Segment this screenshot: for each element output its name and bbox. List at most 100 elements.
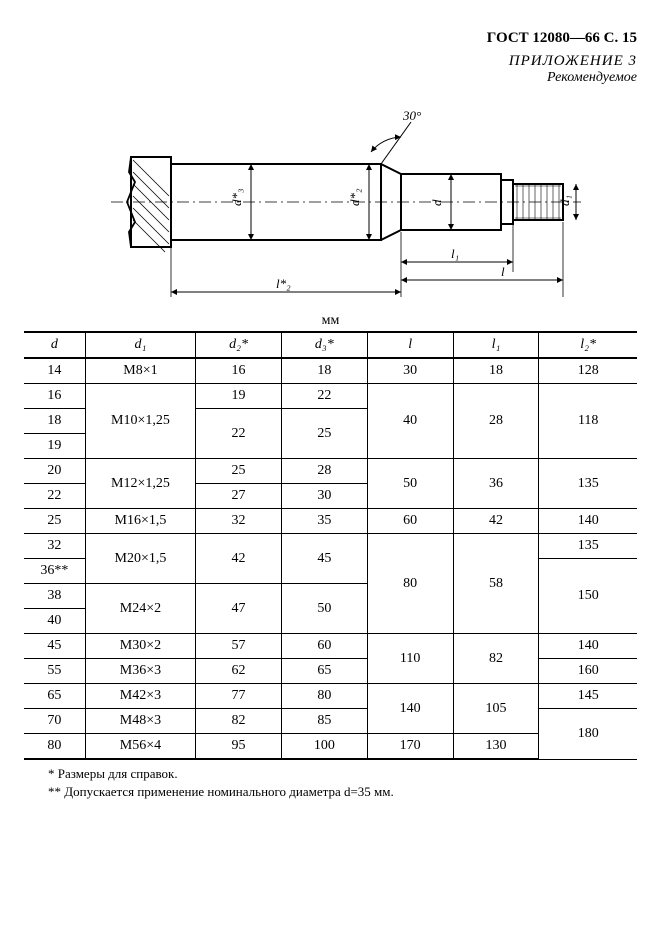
cell: 80 bbox=[281, 684, 367, 709]
cell: 35 bbox=[281, 509, 367, 534]
cell: М30×2 bbox=[85, 634, 195, 659]
footnote-2: ** Допускается применение номинального д… bbox=[48, 784, 637, 800]
cell: 85 bbox=[281, 709, 367, 734]
svg-text:l₁: l₁ bbox=[451, 246, 459, 261]
cell: 82 bbox=[453, 634, 539, 684]
dimensions-table: dd₁d₂*d₃*ll₁l₂* 14М8×11618301812816М10×1… bbox=[24, 331, 637, 760]
cell: 45 bbox=[281, 534, 367, 584]
cell: 50 bbox=[367, 459, 453, 509]
cell: 18 bbox=[281, 358, 367, 384]
table-row: 20М12×1,2525285036135 bbox=[24, 459, 637, 484]
col-header: l₁ bbox=[453, 332, 539, 358]
cell: 25 bbox=[281, 409, 367, 459]
svg-text:d*₃: d*₃ bbox=[229, 188, 244, 206]
cell: 110 bbox=[367, 634, 453, 684]
col-header: l bbox=[367, 332, 453, 358]
cell: 42 bbox=[453, 509, 539, 534]
cell: 57 bbox=[196, 634, 282, 659]
cell: М8×1 bbox=[85, 358, 195, 384]
appendix-subtitle: Рекомендуемое bbox=[24, 70, 637, 86]
table-row: 70М48×38285180 bbox=[24, 709, 637, 734]
cell: 65 bbox=[281, 659, 367, 684]
appendix-title: ПРИЛОЖЕНИЕ 3 bbox=[24, 53, 637, 70]
cell: 105 bbox=[453, 684, 539, 734]
cell: 77 bbox=[196, 684, 282, 709]
page-header: ГОСТ 12080—66 С. 15 ПРИЛОЖЕНИЕ 3 Рекомен… bbox=[24, 30, 637, 86]
cell: 60 bbox=[367, 509, 453, 534]
cell: 32 bbox=[24, 534, 85, 559]
table-row: 55М36×36265 160 bbox=[24, 659, 637, 684]
cell: 27 bbox=[196, 484, 282, 509]
cell: 38 bbox=[24, 584, 85, 609]
cell: 145 bbox=[539, 684, 637, 709]
svg-text:d*₂: d*₂ bbox=[347, 188, 362, 206]
cell: 100 bbox=[281, 734, 367, 760]
cell: 55 bbox=[24, 659, 85, 684]
cell: 18 bbox=[24, 409, 85, 434]
cell: 25 bbox=[196, 459, 282, 484]
col-header: d₂* bbox=[196, 332, 282, 358]
cell: 95 bbox=[196, 734, 282, 760]
table-row: 25М16×1,532356042140 bbox=[24, 509, 637, 534]
cell: М36×3 bbox=[85, 659, 195, 684]
shaft-svg: 30° d*₃ d*₂ d d₁ l₁ l l*₂ bbox=[71, 102, 591, 302]
cell: 47 bbox=[196, 584, 282, 634]
cell: 45 bbox=[24, 634, 85, 659]
cell: 80 bbox=[367, 534, 453, 634]
cell: 30 bbox=[281, 484, 367, 509]
cell: 36 bbox=[453, 459, 539, 509]
document-id: ГОСТ 12080—66 С. 15 bbox=[24, 30, 637, 47]
col-header: d₁ bbox=[85, 332, 195, 358]
angle-label: 30° bbox=[402, 108, 421, 123]
cell: 140 bbox=[539, 634, 637, 659]
table-row: 32М20×1,542458058135 bbox=[24, 534, 637, 559]
cell: М42×3 bbox=[85, 684, 195, 709]
cell: 128 bbox=[539, 358, 637, 384]
cell: 14 bbox=[24, 358, 85, 384]
cell: 135 bbox=[539, 534, 637, 559]
cell: 140 bbox=[367, 684, 453, 734]
cell: 140 bbox=[539, 509, 637, 534]
svg-text:d₁: d₁ bbox=[557, 195, 572, 206]
cell: 42 bbox=[196, 534, 282, 584]
cell: 118 bbox=[539, 384, 637, 459]
cell: 40 bbox=[367, 384, 453, 459]
cell: М16×1,5 bbox=[85, 509, 195, 534]
table-unit: мм bbox=[24, 313, 637, 329]
cell: М10×1,25 bbox=[85, 384, 195, 459]
cell: 130 bbox=[453, 734, 539, 760]
table-row: 65М42×37780140105145 bbox=[24, 684, 637, 709]
cell: 19 bbox=[24, 434, 85, 459]
cell: 18 bbox=[453, 358, 539, 384]
cell: 28 bbox=[281, 459, 367, 484]
cell: 150 bbox=[539, 559, 637, 634]
cell: М56×4 bbox=[85, 734, 195, 760]
col-header: d₃* bbox=[281, 332, 367, 358]
table-row: 14М8×116183018128 bbox=[24, 358, 637, 384]
cell: 170 bbox=[367, 734, 453, 760]
cell: 65 bbox=[24, 684, 85, 709]
footnotes: * Размеры для справок. ** Допускается пр… bbox=[24, 766, 637, 800]
cell: М20×1,5 bbox=[85, 534, 195, 584]
table-body: 14М8×11618301812816М10×1,251922402811818… bbox=[24, 358, 637, 759]
cell: 62 bbox=[196, 659, 282, 684]
cell: 16 bbox=[24, 384, 85, 409]
cell: 58 bbox=[453, 534, 539, 634]
cell: 22 bbox=[196, 409, 282, 459]
cell: 25 bbox=[24, 509, 85, 534]
cell: 160 bbox=[539, 659, 637, 684]
cell: 50 bbox=[281, 584, 367, 634]
cell: 32 bbox=[196, 509, 282, 534]
col-header: l₂* bbox=[539, 332, 637, 358]
cell: 28 bbox=[453, 384, 539, 459]
svg-text:l: l bbox=[501, 264, 505, 279]
cell: 36** bbox=[24, 559, 85, 584]
cell: 40 bbox=[24, 609, 85, 634]
cell: 16 bbox=[196, 358, 282, 384]
cell: 80 bbox=[24, 734, 85, 760]
cell: 60 bbox=[281, 634, 367, 659]
footnote-1: * Размеры для справок. bbox=[48, 766, 637, 782]
cell: 180 bbox=[539, 709, 637, 760]
cell: М24×2 bbox=[85, 584, 195, 634]
table-header-row: dd₁d₂*d₃*ll₁l₂* bbox=[24, 332, 637, 358]
